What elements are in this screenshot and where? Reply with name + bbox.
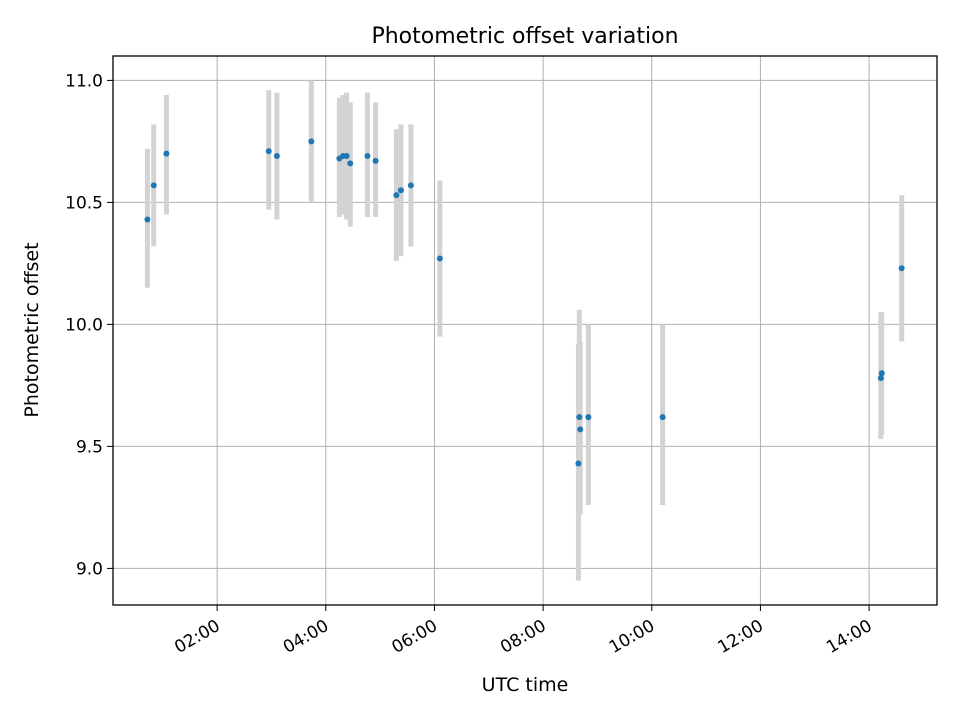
data-point — [577, 426, 584, 433]
data-point — [407, 182, 414, 189]
y-tick-label: 9.0 — [76, 559, 103, 579]
y-axis-label: Photometric offset — [21, 242, 43, 417]
data-point — [144, 216, 151, 223]
y-tick-label: 9.5 — [76, 437, 103, 457]
data-point — [576, 414, 583, 421]
y-tick-label: 11.0 — [65, 71, 103, 91]
data-point — [273, 153, 280, 160]
y-tick-label: 10.0 — [65, 315, 103, 335]
data-point — [372, 157, 379, 164]
y-tick-label: 10.5 — [65, 193, 103, 213]
data-point — [347, 160, 354, 167]
plot-frame — [112, 55, 938, 606]
grid-lines — [113, 56, 937, 605]
data-point — [436, 255, 443, 262]
data-point — [265, 148, 272, 155]
data-point — [343, 153, 350, 160]
data-point — [898, 265, 905, 272]
data-point — [150, 182, 157, 189]
x-axis-label: UTC time — [482, 674, 569, 696]
data-point — [877, 375, 884, 382]
chart-title: Photometric offset variation — [371, 24, 678, 49]
y-axis-ticks: 9.0 9.5 10.0 10.5 11.0 — [65, 71, 113, 579]
data-points — [144, 138, 905, 467]
data-point — [163, 150, 170, 157]
data-point — [364, 153, 371, 160]
data-point — [393, 192, 400, 199]
data-point — [397, 187, 404, 194]
data-point — [308, 138, 315, 145]
data-point — [585, 414, 592, 421]
data-point — [878, 370, 885, 377]
data-point — [659, 414, 666, 421]
data-point — [575, 460, 582, 467]
